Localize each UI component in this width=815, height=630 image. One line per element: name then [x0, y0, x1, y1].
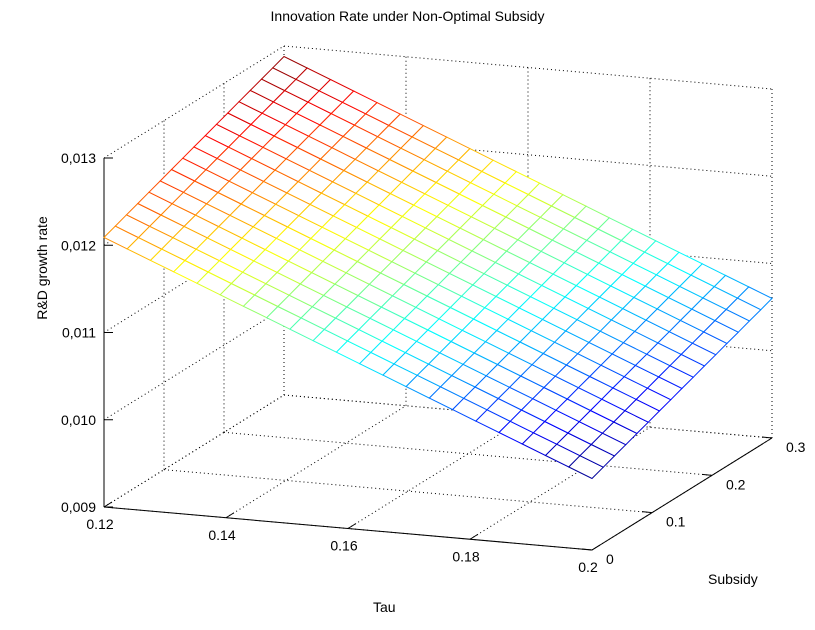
grid-line-x-floor — [225, 405, 407, 519]
x-tick-mark — [591, 544, 601, 551]
z-tick-label: 0,013 — [61, 150, 96, 166]
y-tick-label: 0 — [606, 551, 614, 567]
z-tick-label: 0,009 — [61, 499, 96, 515]
y-tick-mark — [761, 436, 773, 439]
x-axis-label: Tau — [373, 599, 396, 615]
grid-line-z-left — [103, 45, 285, 159]
x-tick-mark — [103, 501, 113, 508]
z-tick-label: 0,011 — [62, 325, 96, 341]
x-tick-label: 0.18 — [452, 548, 479, 564]
y-tick-label: 0.1 — [666, 514, 686, 530]
y-tick-label: 0.3 — [786, 439, 806, 455]
x-tick-mark — [225, 512, 235, 519]
x-tick-label: 0.12 — [86, 516, 113, 532]
y-tick-mark — [581, 548, 593, 551]
x-tick-mark — [469, 533, 479, 540]
grid-line-z-left — [103, 307, 285, 421]
z-tick-label: 0,010 — [61, 412, 96, 428]
grid-line-x-floor — [103, 394, 285, 508]
x-tick-mark — [347, 523, 357, 529]
y-tick-mark — [701, 473, 713, 476]
y-tick-mark — [641, 511, 653, 514]
x-tick-label: 0.16 — [330, 538, 357, 554]
surface-mesh — [103, 55, 773, 480]
y-axis-line — [591, 437, 773, 551]
axis-lines — [103, 157, 773, 551]
grid-line-x-floor — [347, 416, 529, 529]
grid-line-y-floor — [163, 469, 653, 514]
z-tick-label: 0,012 — [61, 237, 96, 253]
tick-labels: 0.12 0.14 0.16 0.18 0.2 0 0.1 0.2 0.3 0,009 0,010 0… — [61, 150, 806, 575]
surface-cell — [736, 286, 773, 311]
x-tick-label: 0.14 — [208, 527, 235, 543]
grid-line-y-floor — [223, 431, 713, 476]
y-axis-label: Subsidy — [708, 571, 758, 587]
chart-title: Innovation Rate under Non-Optimal Subsid… — [270, 8, 545, 24]
y-tick-label: 0.2 — [726, 476, 746, 492]
z-axis-label: R&D growth rate — [34, 216, 50, 320]
x-tick-label: 0.2 — [578, 559, 598, 575]
grid-line-z-back — [283, 132, 773, 177]
